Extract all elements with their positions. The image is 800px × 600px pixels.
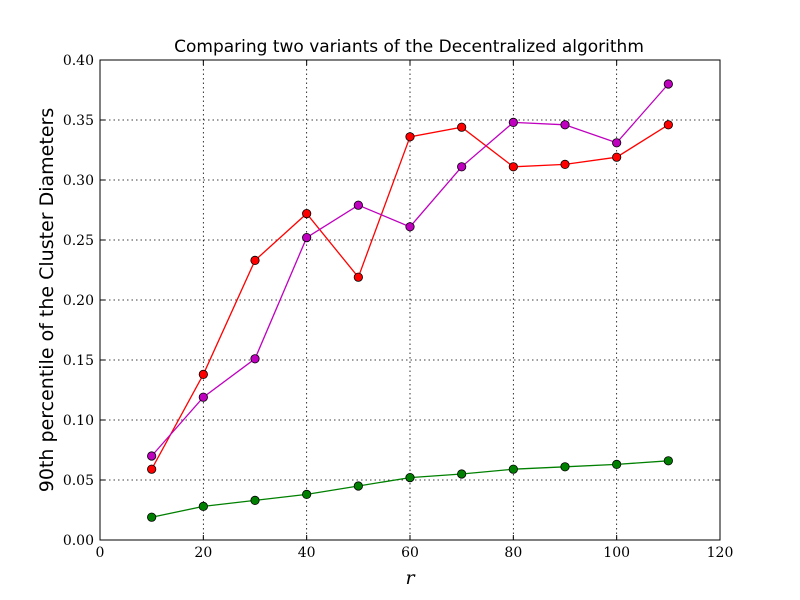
data-point (147, 512, 157, 522)
data-point (560, 462, 570, 472)
y-tick-label: 0.05 (63, 473, 94, 489)
y-tick-label: 0.25 (63, 233, 94, 249)
x-tick-label: 120 (707, 545, 734, 561)
y-tick-label: 0.15 (63, 353, 94, 369)
data-point (198, 501, 208, 511)
data-point (250, 495, 260, 505)
y-tick-label: 0.00 (63, 533, 94, 549)
data-point (198, 392, 208, 402)
series-2 (147, 79, 673, 461)
data-point (147, 464, 157, 474)
axis-ticks: 0 20 40 60 80 100 120 0.00 0.05 0.10 0.15 0.20 0.25 0… (63, 53, 734, 561)
data-point (302, 489, 312, 499)
data-point (612, 152, 622, 162)
plot-series (147, 79, 673, 522)
data-point (250, 255, 260, 265)
x-tick-label: 80 (504, 545, 522, 561)
data-point (560, 159, 570, 169)
x-tick-label: 100 (603, 545, 630, 561)
data-point (198, 369, 208, 379)
x-tick-label: 60 (401, 545, 419, 561)
data-point (353, 272, 363, 282)
data-point (405, 132, 415, 142)
series-3 (147, 456, 673, 522)
data-point (250, 354, 260, 364)
x-tick-label: 0 (96, 545, 105, 561)
data-point (612, 459, 622, 469)
y-tick-label: 0.20 (63, 293, 94, 309)
data-point (353, 200, 363, 210)
y-axis-label: 90th percentile of the Cluster Diameters (36, 108, 58, 492)
y-tick-label: 0.10 (63, 413, 94, 429)
data-point (508, 464, 518, 474)
y-tick-label: 0.35 (63, 113, 94, 129)
series-line (151, 124, 669, 470)
data-point (508, 117, 518, 128)
x-axis-label: r (405, 567, 416, 589)
x-tick-label: 40 (298, 545, 316, 561)
data-point (663, 120, 673, 130)
data-point (405, 472, 415, 483)
data-point (353, 481, 363, 491)
data-point (302, 233, 312, 243)
data-point (457, 122, 467, 132)
series-1 (147, 120, 673, 474)
data-point (457, 162, 467, 172)
data-point (405, 222, 415, 232)
x-tick-label: 20 (194, 545, 212, 561)
grid (100, 60, 720, 540)
chart-title: Comparing two variants of the Decentrali… (174, 37, 644, 57)
y-tick-label: 0.30 (63, 173, 94, 189)
data-point (457, 469, 467, 479)
y-tick-label: 0.40 (63, 53, 94, 69)
data-point (612, 138, 622, 148)
data-point (147, 451, 157, 461)
data-point (302, 209, 312, 219)
data-point (663, 456, 673, 466)
data-point (560, 120, 570, 130)
data-point (663, 79, 673, 89)
data-point (508, 162, 518, 172)
